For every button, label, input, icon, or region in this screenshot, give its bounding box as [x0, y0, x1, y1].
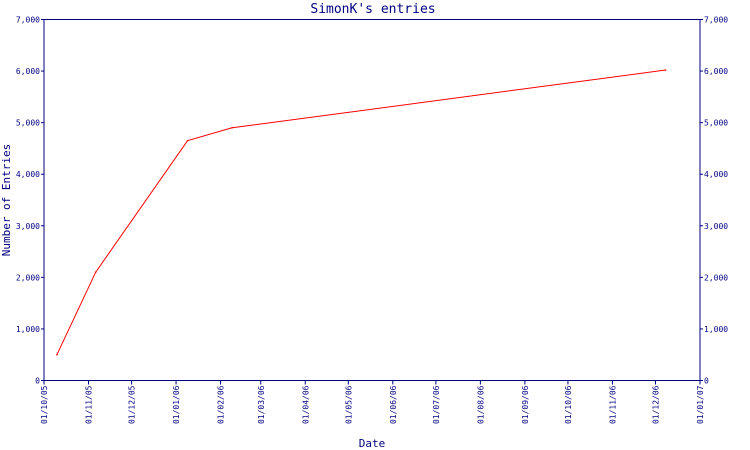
- right-y-axis: 0 1,000 2,000 3,000 4,000 5,000 6,000 7,000: [700, 16, 728, 386]
- x-tick-label: 01/04/06: [301, 385, 310, 424]
- x-tick-label: 01/03/06: [257, 385, 266, 424]
- y-tick-label-left: 2,000: [16, 273, 40, 282]
- x-tick-label: 01/12/05: [128, 385, 137, 424]
- x-tick-label: 01/11/06: [608, 385, 617, 424]
- y-tick-label-right: 5,000: [704, 119, 728, 128]
- x-tick-label: 01/11/05: [84, 385, 93, 424]
- x-tick-label: 01/10/05: [40, 385, 49, 424]
- y-tick-label-right: 4,000: [704, 170, 728, 179]
- y-tick-label-left: 3,000: [16, 222, 40, 231]
- x-tick-label: 01/01/06: [172, 385, 181, 424]
- series-line: [56, 69, 666, 355]
- y-axis-title: Number of Entries: [0, 144, 13, 257]
- x-tick-label: 01/05/06: [344, 385, 353, 424]
- x-tick-label: 01/07/06: [432, 385, 441, 424]
- x-tick-label: 01/02/06: [217, 385, 226, 424]
- x-tick-label: 01/12/06: [652, 385, 661, 424]
- left-y-axis: 0 1,000 2,000 3,000 4,000 5,000 6,000 7,000: [16, 16, 44, 386]
- plot-area: [43, 19, 701, 381]
- series-point: [56, 353, 58, 356]
- x-tick-label: 01/10/06: [564, 385, 573, 424]
- y-tick-label-left: 5,000: [16, 119, 40, 128]
- x-tick-label: 01/06/06: [389, 385, 398, 424]
- y-tick-label-right: 3,000: [704, 222, 728, 231]
- y-tick-label-left: 0: [35, 377, 40, 386]
- y-tick-label-right: 0: [704, 377, 709, 386]
- y-tick-label-left: 4,000: [16, 170, 40, 179]
- y-tick-label-left: 6,000: [16, 67, 40, 76]
- chart-title: SimonK's entries: [310, 2, 435, 17]
- series-point: [231, 127, 233, 129]
- y-tick-label-left: 1,000: [16, 325, 40, 334]
- series-point: [186, 139, 189, 142]
- x-axis: 01/10/05 01/11/05 01/12/05 01/01/06 01/02/06…: [40, 380, 705, 424]
- x-tick-label: 01/08/06: [476, 385, 485, 424]
- y-tick-label-right: 6,000: [704, 67, 728, 76]
- series-layer: [56, 69, 667, 356]
- x-axis-title: Date: [359, 437, 386, 450]
- x-tick-label: 01/09/06: [521, 385, 530, 424]
- series-point: [94, 271, 97, 274]
- series-point: [664, 69, 667, 71]
- y-tick-label-right: 7,000: [704, 16, 728, 25]
- y-tick-label-right: 1,000: [704, 325, 728, 334]
- y-tick-label-right: 2,000: [704, 273, 728, 282]
- plot-frame: [43, 19, 701, 381]
- x-tick-label: 01/01/07: [696, 385, 705, 424]
- y-tick-label-left: 7,000: [16, 16, 40, 25]
